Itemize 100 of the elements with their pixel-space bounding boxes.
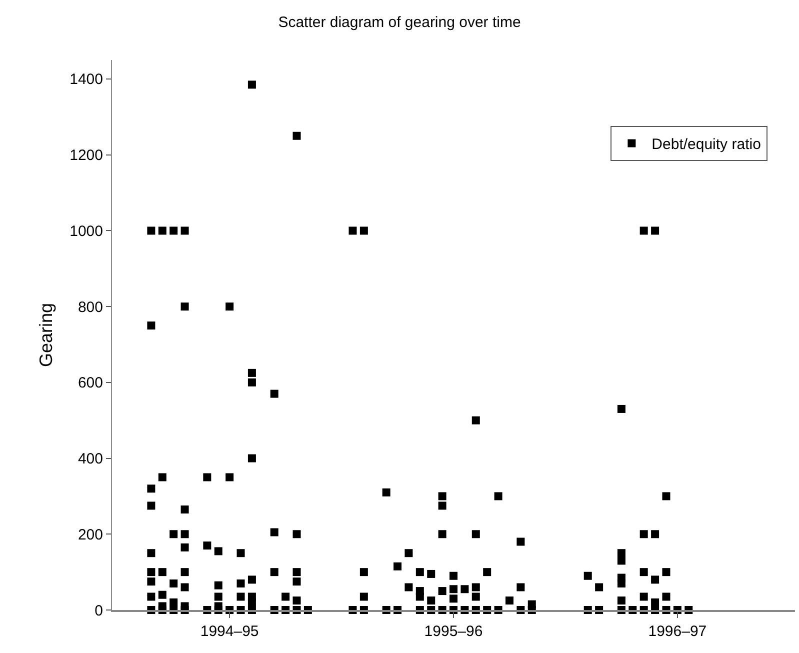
point: [438, 530, 446, 538]
point: [617, 596, 626, 605]
point: [248, 454, 256, 462]
point: [651, 598, 660, 606]
point: [248, 368, 256, 377]
point: [214, 592, 222, 601]
point: [147, 226, 156, 235]
point: [282, 592, 290, 601]
point: [180, 568, 189, 576]
point: [640, 226, 648, 235]
point: [382, 488, 390, 496]
point: [348, 226, 357, 235]
point: [450, 572, 458, 580]
point: [472, 416, 480, 424]
point: [617, 556, 626, 565]
legend-label: Debt/equity ratio: [652, 136, 761, 154]
point: [180, 505, 189, 514]
point: [472, 530, 480, 538]
point: [516, 538, 525, 546]
point: [438, 502, 446, 510]
y-tick-label: 1400: [70, 71, 103, 88]
point: [416, 592, 424, 601]
point: [248, 378, 256, 386]
y-tick-label: 0: [94, 602, 103, 620]
point: [180, 302, 189, 311]
point: [170, 598, 178, 606]
point: [147, 592, 156, 601]
point: [236, 549, 245, 558]
point: [505, 596, 514, 605]
point: [170, 530, 178, 538]
point: [180, 530, 189, 538]
point: [292, 596, 301, 605]
point: [236, 579, 245, 588]
point: [394, 562, 402, 570]
point: [617, 404, 626, 413]
point: [494, 492, 502, 500]
point: [147, 322, 156, 330]
point: [640, 592, 648, 601]
point: [404, 549, 413, 558]
point: [248, 598, 256, 606]
point: [640, 530, 648, 538]
point: [617, 579, 626, 588]
point: [203, 473, 212, 482]
point: [248, 80, 256, 89]
point: [460, 585, 469, 594]
point: [214, 547, 222, 556]
point: [226, 302, 234, 311]
point: [170, 226, 178, 235]
point: [292, 568, 301, 576]
point: [450, 585, 458, 594]
y-tick-label: 600: [78, 374, 103, 392]
point: [438, 587, 446, 596]
point: [651, 576, 660, 584]
point: [248, 576, 256, 584]
point: [158, 568, 166, 576]
point: [270, 528, 278, 536]
point: [236, 592, 245, 601]
point: [147, 568, 156, 576]
point: [360, 568, 368, 576]
point: [180, 583, 189, 592]
point: [214, 581, 222, 590]
point: [180, 543, 189, 552]
point: [472, 583, 480, 592]
point: [617, 549, 626, 558]
point: [226, 473, 234, 482]
point: [158, 226, 166, 235]
point: [483, 568, 492, 576]
point: [360, 592, 368, 601]
y-axis-title: Gearing: [36, 302, 56, 368]
x-tick-label: 1996–97: [648, 623, 707, 640]
point: [651, 226, 660, 235]
point: [270, 568, 278, 576]
chart-title: Scatter diagram of gearing over time: [278, 14, 521, 31]
point: [450, 594, 458, 603]
point: [516, 583, 525, 592]
point: [147, 484, 156, 493]
point: [203, 542, 212, 550]
point: [438, 492, 446, 500]
point: [292, 530, 301, 538]
y-tick-label: 400: [78, 450, 103, 468]
point: [472, 592, 480, 601]
point: [292, 578, 301, 586]
point: [292, 132, 301, 140]
point: [595, 583, 604, 592]
point: [584, 572, 592, 580]
point: [170, 579, 178, 588]
y-tick-label: 1000: [70, 222, 103, 240]
point: [416, 568, 424, 576]
point: [427, 596, 436, 605]
point: [662, 568, 670, 576]
y-tick-label: 800: [78, 298, 103, 316]
point: [662, 492, 670, 500]
point: [158, 473, 166, 482]
point: [427, 570, 436, 578]
point: [404, 583, 413, 592]
point: [360, 226, 368, 235]
point: [147, 578, 156, 586]
x-tick-label: 1995–96: [424, 623, 483, 640]
point: [158, 590, 166, 599]
y-tick-label: 200: [78, 526, 103, 544]
